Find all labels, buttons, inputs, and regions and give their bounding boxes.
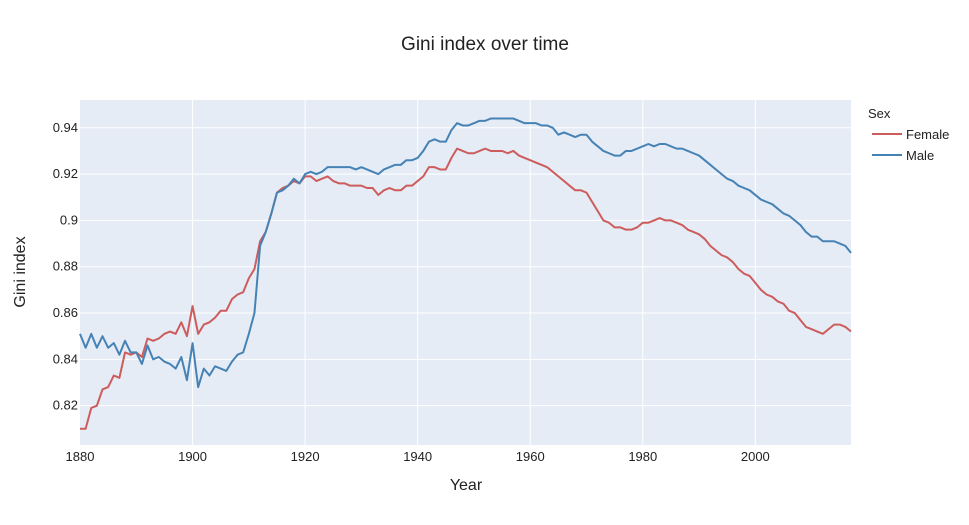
x-tick-label: 1940 [403, 449, 432, 464]
y-tick-label: 0.84 [53, 351, 78, 366]
y-tick-label: 0.9 [60, 212, 78, 227]
x-tick-label: 2000 [741, 449, 770, 464]
y-tick-label: 0.82 [53, 398, 78, 413]
legend-title: Sex [868, 106, 891, 121]
series-line-female [80, 147, 852, 430]
legend: Sex Female Male [868, 106, 949, 163]
y-tick-label: 0.94 [53, 120, 78, 135]
x-axis-ticks: 1880 1900 1920 1940 1960 1980 2000 [66, 449, 770, 464]
legend-items: Female Male [872, 127, 949, 163]
legend-label-female: Female [906, 127, 949, 142]
y-axis-ticks: 0.82 0.84 0.86 0.88 0.9 0.92 0.94 [53, 120, 78, 413]
series-lines [79, 117, 852, 430]
series-line-male [79, 117, 852, 389]
x-tick-label: 1980 [628, 449, 657, 464]
x-axis-title: Year [450, 477, 483, 494]
y-tick-label: 0.92 [53, 166, 78, 181]
legend-label-male: Male [906, 148, 934, 163]
x-tick-label: 1920 [291, 449, 320, 464]
y-tick-label: 0.88 [53, 259, 78, 274]
chart-title: Gini index over time [401, 34, 569, 55]
y-axis-title: Gini index [12, 236, 29, 307]
y-tick-label: 0.86 [53, 305, 78, 320]
x-tick-label: 1880 [66, 449, 95, 464]
x-tick-label: 1900 [178, 449, 207, 464]
plot-area [80, 100, 851, 445]
x-tick-label: 1960 [516, 449, 545, 464]
gridlines [80, 100, 851, 445]
